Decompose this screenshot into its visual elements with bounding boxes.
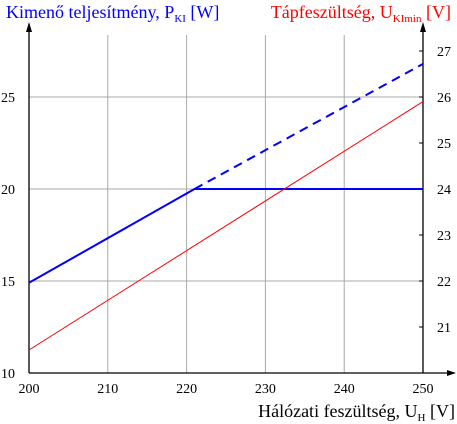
x-tick-label: 250 (413, 382, 434, 397)
left-y-tick-label: 15 (1, 275, 15, 290)
left-y-tick-label: 10 (1, 367, 15, 382)
right-title-sub: KImin (393, 13, 422, 25)
left-y-tick-label: 20 (1, 183, 15, 198)
power-series-dashed-line (194, 63, 424, 190)
left-y-tick-labels: 10 15 20 25 (1, 91, 15, 382)
x-label-text: Hálózati feszültség, U (258, 401, 417, 421)
right-y-tick-labels: 21 22 23 24 25 26 27 (437, 45, 451, 336)
x-tick-labels: 200 210 220 230 240 250 (19, 382, 434, 397)
x-tick-label: 220 (176, 382, 197, 397)
grid (29, 35, 423, 373)
right-y-tick-label: 26 (437, 91, 451, 106)
x-tick-label: 240 (334, 382, 355, 397)
series-lines (28, 63, 424, 351)
right-y-tick-label: 22 (437, 275, 451, 290)
right-y-tick-label: 27 (437, 45, 451, 60)
axes (26, 22, 456, 376)
right-y-axis-arrow (420, 22, 426, 32)
right-y-tick-label: 24 (437, 183, 451, 198)
left-title-unit: [W] (186, 2, 219, 22)
left-axis-title: Kimenő teljesítmény, PKI [W] (6, 2, 219, 25)
x-tick-label: 230 (255, 382, 276, 397)
left-title-text: Kimenő teljesítmény, P (6, 2, 174, 22)
right-y-tick-label: 23 (437, 229, 451, 244)
right-title-unit: [V] (422, 2, 452, 22)
x-tick-label: 210 (97, 382, 118, 397)
x-axis-arrow (447, 370, 456, 376)
right-axis-title: Tápfeszültség, UKImin [V] (271, 2, 451, 25)
x-axis-label: Hálózati feszültség, UH [V] (258, 401, 455, 424)
right-y-tick-label: 25 (437, 137, 451, 152)
left-title-sub: KI (174, 13, 186, 25)
voltage-series-solid-line (28, 101, 424, 351)
right-title-text: Tápfeszültség, U (271, 2, 393, 22)
x-label-sub: H (418, 412, 426, 424)
x-tick-label: 200 (19, 382, 40, 397)
right-y-tick-label: 21 (437, 321, 451, 336)
x-label-unit: [V] (426, 401, 456, 421)
left-y-axis-arrow (26, 22, 32, 32)
left-y-tick-label: 25 (1, 91, 15, 106)
power-series-solid-line (28, 188, 423, 284)
